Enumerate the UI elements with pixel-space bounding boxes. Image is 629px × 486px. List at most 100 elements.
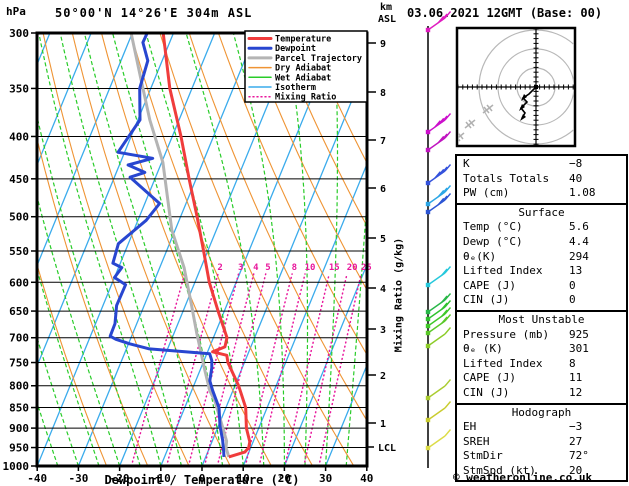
panel-row: EH −3: [457, 420, 626, 435]
legend-item-label: Wet Adiabat: [275, 72, 331, 83]
temperature-curve: [161, 34, 252, 459]
hodograph-gray-marker: [458, 132, 465, 142]
wind-barb: [425, 429, 452, 451]
wind-barb: [425, 185, 452, 207]
panel-row-label: CAPE (J): [463, 278, 516, 292]
temperature-axis: -40 -30 -20 -10 0 10 20 30 40: [27, 466, 373, 485]
panel-row-label: Lifted Index: [463, 264, 543, 278]
panel-row: CAPE (J) 11: [457, 371, 626, 386]
wind-barb: [425, 164, 452, 186]
svg-text:450: 450: [9, 173, 29, 186]
svg-text:750: 750: [9, 357, 29, 370]
hodograph: [455, 26, 577, 148]
legend-item-label: Isotherm: [275, 83, 316, 93]
wind-barb: [425, 293, 452, 315]
lcl-label: LCL: [378, 443, 396, 454]
panel-row-value: 0: [569, 278, 576, 292]
parcel-trajectory-curve: [129, 34, 231, 458]
dewpoint-curve: [108, 34, 226, 457]
km-axis: 9 8 7 6 5 4 3 2 1 LCL: [367, 39, 396, 454]
wind-barb: [425, 113, 452, 135]
svg-text:0: 0: [199, 472, 206, 485]
panel-row: StmSpd (kt) 20: [457, 464, 626, 479]
panel-row-value: 72°: [569, 449, 589, 463]
pressure-unit-label: hPa: [6, 5, 26, 18]
panel-box-surface: Surface Temp (°C) 5.6 Dewp (°C) 4.4 θₑ(K) 294 L…: [455, 202, 628, 312]
credit-text: © weatheronline.co.uk: [453, 471, 593, 484]
panel-row: Temp (°C) 5.6: [457, 220, 626, 235]
svg-text:10: 10: [305, 263, 316, 273]
panel-row-value: 4.4: [569, 234, 589, 248]
panel-row-label: SREH: [463, 434, 490, 448]
wind-barb: [425, 11, 452, 33]
panel-row: StmDir 72°: [457, 449, 626, 464]
panel-row-value: 27: [569, 434, 583, 448]
panel-row-value: 5.6: [569, 220, 589, 234]
panel-row: Pressure (mb) 925: [457, 328, 626, 343]
panel-row-label: PW (cm): [463, 186, 510, 200]
panel-row-label: K: [463, 157, 470, 170]
svg-text:5: 5: [380, 234, 386, 245]
svg-text:8: 8: [292, 263, 297, 273]
panel-row-value: −8: [569, 157, 583, 170]
legend-item-label: Dewpoint: [275, 43, 316, 54]
panel-row-label: StmDir: [463, 449, 503, 463]
svg-text:400: 400: [9, 130, 29, 143]
km-axis-label: km: [380, 2, 393, 13]
svg-text:30: 30: [319, 472, 332, 485]
panel-row-label: StmSpd (kt): [463, 463, 536, 477]
wind-barb: [425, 307, 452, 329]
panel-row-value: 0: [569, 293, 576, 307]
panel-row-label: EH: [463, 420, 477, 434]
panel-row-label: θₑ (K): [463, 342, 503, 356]
sounding-curves: [108, 34, 252, 459]
wind-barb: [425, 314, 452, 336]
panel-row: K −8: [457, 157, 626, 172]
mixing-ratio-labels: 2 3 4 5 8 10 15 20 25: [217, 263, 371, 273]
svg-text:4: 4: [253, 263, 259, 273]
panel-row-label: Temp (°C): [463, 220, 523, 234]
panel-box-title: Surface: [518, 205, 565, 219]
svg-text:40: 40: [360, 472, 373, 485]
legend-item-label: Dry Adiabat: [275, 63, 331, 74]
svg-text:700: 700: [9, 332, 29, 345]
wind-barb: [425, 131, 452, 153]
wind-barb: [425, 193, 452, 215]
pressure-gridlines: [37, 87, 367, 449]
hodograph-gray-marker: [482, 104, 494, 114]
panel-row: θₑ (K) 301: [457, 342, 626, 357]
svg-text:2: 2: [380, 371, 386, 382]
svg-text:350: 350: [9, 82, 29, 95]
panel-row-value: 40: [569, 171, 583, 185]
panel-box-hodograph: Hodograph EH −3 SREH 27 StmDir 72° StmSpd (kt) 2…: [455, 402, 628, 483]
panel-row-value: 301: [569, 342, 589, 356]
datetime-title: 03.06.2021 12GMT (Base: 00): [407, 6, 603, 20]
panel-row-value: 13: [569, 264, 583, 278]
panel-row-label: Dewp (°C): [463, 234, 523, 248]
panel-row: PW (cm) 1.08: [457, 186, 626, 201]
panel-row-value: 12: [569, 385, 583, 399]
wind-barb: [425, 327, 452, 349]
panel-row-label: Totals Totals: [463, 171, 550, 185]
wind-barb: [425, 300, 452, 322]
panel-row: Dewp (°C) 4.4: [457, 235, 626, 250]
hodograph-trace: [519, 86, 537, 119]
svg-text:5: 5: [265, 263, 270, 273]
svg-text:3: 3: [238, 263, 243, 273]
panel-row-label: Pressure (mb): [463, 327, 550, 341]
indices-panel: K −8 Totals Totals 40 PW (cm) 1.08 Surface Temp…: [455, 154, 628, 483]
panel-row: CIN (J) 0: [457, 293, 626, 308]
svg-text:600: 600: [9, 276, 29, 289]
legend-item-label: Parcel Trajectory: [275, 53, 362, 64]
panel-row: SREH 27: [457, 435, 626, 450]
asl-axis-label: ASL: [378, 14, 397, 25]
x-axis-label: Dewpoint / Temperature (°C): [104, 473, 300, 486]
legend-item-label: Temperature: [275, 35, 331, 45]
panel-box-title: Hodograph: [511, 405, 572, 419]
pressure-axis: 300 350 400 450 500 550 600 650 700 750 800 850 900 9…: [3, 27, 37, 473]
svg-text:10: 10: [237, 472, 250, 485]
svg-text:15: 15: [329, 263, 340, 273]
panel-row-value: 294: [569, 249, 589, 263]
